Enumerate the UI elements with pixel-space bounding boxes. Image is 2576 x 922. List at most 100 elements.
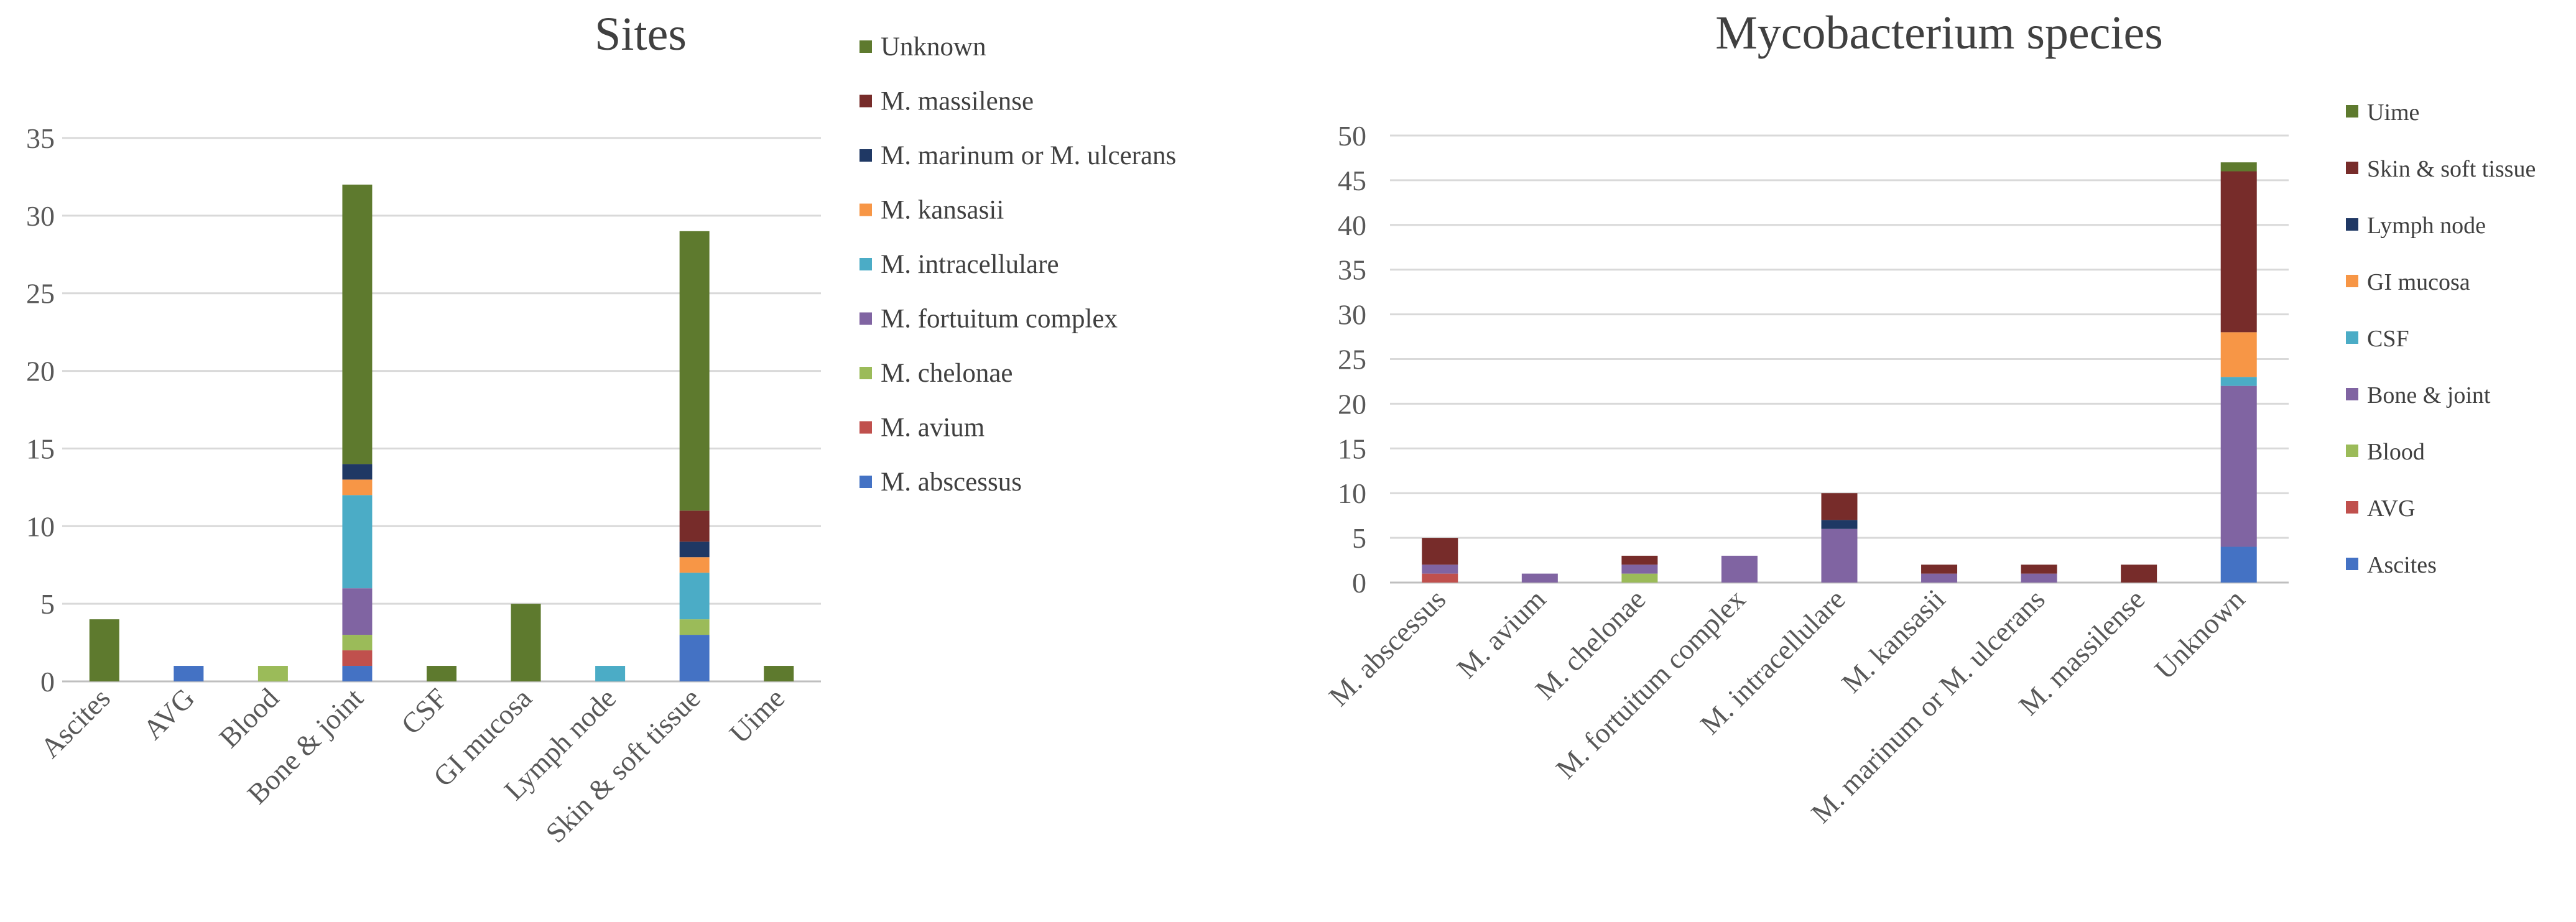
legend-label: Uime <box>2367 99 2419 126</box>
species-chart: Mycobacterium species 0 5 10 15 20 25 30 35 40 45… <box>1323 7 2536 829</box>
x-tick-label: Unknown <box>2148 583 2250 685</box>
y-tick-label: 5 <box>1352 522 1366 554</box>
y-tick-label: 10 <box>1338 477 1366 509</box>
bar-segment-blood-m-chelonae <box>257 666 288 681</box>
bar-segment-gi-mucosa-unknown <box>511 604 541 681</box>
y-tick-label: 15 <box>26 433 55 464</box>
bar-segment-ascites-unknown <box>89 619 119 681</box>
legend-label: AVG <box>2367 496 2415 522</box>
legend-label: M. chelonae <box>881 359 1013 388</box>
legend-swatch <box>2346 388 2358 400</box>
x-tick-label: M. avium <box>1450 583 1552 685</box>
legend-swatch <box>859 367 872 379</box>
bar-segment-lymph-node-m-intracellulare <box>595 666 626 681</box>
bar-segment-m-intracellulare-skin-and-soft-tissue <box>1821 493 1858 520</box>
bar-segment-bone-and-joint-m-abscessus <box>342 666 373 681</box>
legend-swatch <box>859 149 872 162</box>
bar-segment-bone-and-joint-m-kansasii <box>342 479 373 496</box>
legend-swatch <box>2346 445 2358 457</box>
bar-segment-skin-and-soft-tissue-m-intracellulare <box>679 573 710 620</box>
legend-label: Ascites <box>2367 552 2437 578</box>
legend-swatch <box>2346 331 2358 344</box>
y-tick-label: 35 <box>1338 254 1366 286</box>
y-tick-label: 0 <box>1352 567 1366 599</box>
bar-segment-csf-unknown <box>427 666 456 681</box>
bar-segment-bone-and-joint-unknown <box>342 184 373 464</box>
bar-segment-m-kansasii-skin-and-soft-tissue <box>1921 565 1958 574</box>
y-tick-label: 15 <box>1338 433 1366 464</box>
bar-segment-m-massilense-skin-and-soft-tissue <box>2121 565 2157 583</box>
legend-label: GI mucosa <box>2367 269 2470 295</box>
legend-label: Blood <box>2367 439 2425 465</box>
bar-segment-skin-and-soft-tissue-m-marinum-or-m-ulcerans <box>679 542 710 558</box>
y-tick-label: 25 <box>1338 344 1366 376</box>
bar-segment-m-intracellulare-bone-and-joint <box>1821 528 1858 583</box>
y-tick-label: 0 <box>40 666 55 698</box>
y-tick-label: 40 <box>1338 210 1366 241</box>
bar-segment-m-intracellulare-lymph-node <box>1821 520 1858 529</box>
legend-label: M. kansasii <box>881 196 1004 225</box>
legend-swatch <box>859 258 872 270</box>
bar-segment-unknown-gi-mucosa <box>2220 332 2257 377</box>
bar-segment-m-chelonae-blood <box>1621 573 1658 583</box>
bar-segment-skin-and-soft-tissue-m-abscessus <box>679 635 710 681</box>
legend-swatch <box>2346 501 2358 514</box>
legend-swatch <box>2346 162 2358 174</box>
legend-label: Unknown <box>881 32 986 62</box>
y-tick-label: 20 <box>1338 388 1366 420</box>
bar-segment-skin-and-soft-tissue-m-kansasii <box>679 557 710 573</box>
bar-segment-unknown-bone-and-joint <box>2220 385 2257 547</box>
y-tick-label: 5 <box>40 588 55 620</box>
bar-segment-m-marinum-or-m-ulcerans-bone-and-joint <box>2021 573 2057 583</box>
legend-swatch <box>859 421 872 434</box>
bar-segment-m-abscessus-bone-and-joint <box>1422 565 1458 574</box>
legend-label: M. abscessus <box>881 468 1022 497</box>
x-tick-label: CSF <box>395 682 453 740</box>
bar-segment-m-fortuitum-complex-bone-and-joint <box>1721 555 1758 583</box>
y-tick-label: 30 <box>1338 299 1366 331</box>
legend-swatch <box>2346 105 2358 118</box>
y-tick-label: 10 <box>26 510 55 542</box>
legend-swatch <box>2346 218 2358 231</box>
bar-segment-skin-and-soft-tissue-m-massilense <box>679 510 710 542</box>
legend-swatch <box>859 203 872 216</box>
legend-label: Bone & joint <box>2367 382 2491 408</box>
legend-label: Lymph node <box>2367 213 2486 239</box>
bar-segment-m-abscessus-avg <box>1422 573 1458 583</box>
bar-segment-unknown-ascites <box>2220 546 2257 583</box>
x-tick-label: Blood <box>213 682 285 754</box>
x-tick-label: AVG <box>137 682 200 745</box>
y-tick-label: 50 <box>1338 120 1366 152</box>
y-tick-label: 25 <box>26 278 55 310</box>
species-chart-title: Mycobacterium species <box>1715 7 2163 59</box>
sites-chart-title: Sites <box>595 8 687 60</box>
legend-swatch <box>2346 275 2358 287</box>
x-tick-label: M. fortuitum complex <box>1550 583 1751 785</box>
y-tick-label: 20 <box>26 356 55 387</box>
bar-segment-m-abscessus-skin-and-soft-tissue <box>1422 538 1458 565</box>
bar-segment-m-kansasii-bone-and-joint <box>1921 573 1958 583</box>
bar-segment-unknown-csf <box>2220 377 2257 386</box>
bar-segment-unknown-uime <box>2220 162 2257 172</box>
x-tick-label: Skin & soft tissue <box>539 682 706 849</box>
bar-segment-skin-and-soft-tissue-m-chelonae <box>679 619 710 635</box>
legend-label: M. fortuitum complex <box>881 305 1118 334</box>
bar-segment-bone-and-joint-m-avium <box>342 650 373 666</box>
bar-segment-unknown-skin-and-soft-tissue <box>2220 171 2257 333</box>
legend-label: M. intracellulare <box>881 250 1059 279</box>
bar-segment-m-marinum-or-m-ulcerans-skin-and-soft-tissue <box>2021 565 2057 574</box>
legend-label: M. avium <box>881 413 985 443</box>
bar-segment-bone-and-joint-m-fortuitum-complex <box>342 588 373 635</box>
y-tick-label: 35 <box>26 122 55 154</box>
legend-swatch <box>859 40 872 53</box>
legend-label: CSF <box>2367 326 2409 352</box>
x-tick-label: M. abscessus <box>1323 583 1452 712</box>
legend-label: M. marinum or M. ulcerans <box>881 141 1176 170</box>
legend-label: Skin & soft tissue <box>2367 156 2536 182</box>
bar-segment-bone-and-joint-m-marinum-or-m-ulcerans <box>342 464 373 480</box>
legend-swatch <box>859 95 872 108</box>
bar-segment-skin-and-soft-tissue-unknown <box>679 231 710 511</box>
